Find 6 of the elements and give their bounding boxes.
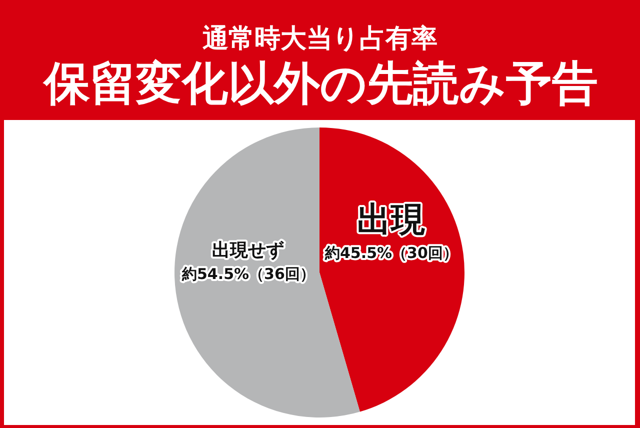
data-label: 約45.5%（30回）: [324, 244, 458, 262]
data-label: 約54.5%（36回）: [181, 265, 315, 283]
chart-subtitle: 保留変化以外の先読み予告: [42, 56, 598, 110]
slice-label: 出現せず: [212, 240, 284, 261]
slice-label: 出現: [357, 200, 425, 240]
chart-title: 通常時大当り占有率: [202, 24, 438, 54]
